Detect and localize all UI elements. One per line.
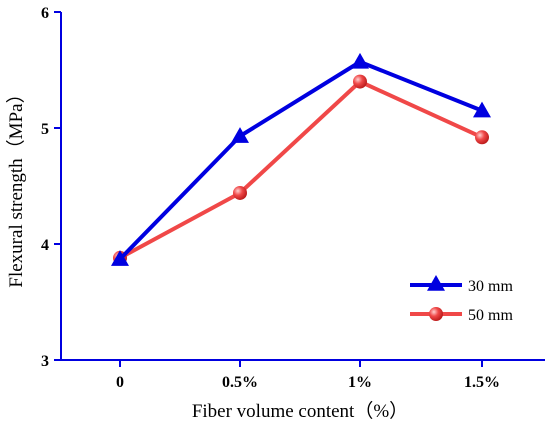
legend: 30 mm 50 mm <box>410 275 513 324</box>
x-axis-title: Fiber volume content（%） <box>192 400 408 422</box>
y-tick-label: 3 <box>41 353 49 370</box>
y-axis-ticks: 3 4 5 6 <box>41 5 61 370</box>
y-axis-title: Flexural strength（MPa） <box>5 84 27 287</box>
x-tick-label: 0 <box>116 374 124 391</box>
data-point-triangle <box>351 52 369 69</box>
data-point-circle <box>353 74 367 89</box>
x-axis-ticks: 0 0.5% 1% 1.5% <box>116 360 500 391</box>
legend-label: 30 mm <box>468 278 513 295</box>
legend-marker-triangle <box>427 275 445 291</box>
series-50-mm <box>113 74 489 265</box>
data-point-triangle <box>111 250 129 266</box>
legend-marker-circle <box>429 307 443 321</box>
x-tick-label: 1.5% <box>464 374 500 391</box>
data-point-circle <box>475 130 489 145</box>
y-tick-label: 5 <box>41 121 49 138</box>
series-layer <box>111 52 491 266</box>
series-30-mm <box>111 52 491 266</box>
series-line <box>119 79 483 260</box>
y-tick-label: 6 <box>41 5 49 22</box>
data-point-triangle <box>231 127 249 143</box>
legend-label: 50 mm <box>468 307 513 324</box>
data-point-circle <box>233 185 247 200</box>
y-tick-label: 4 <box>41 237 49 254</box>
series-line <box>118 59 483 261</box>
legend-item: 30 mm <box>410 275 513 295</box>
x-tick-label: 1% <box>348 374 372 391</box>
data-point-triangle <box>473 101 491 118</box>
x-tick-label: 0.5% <box>222 374 258 391</box>
legend-item: 50 mm <box>410 307 513 324</box>
